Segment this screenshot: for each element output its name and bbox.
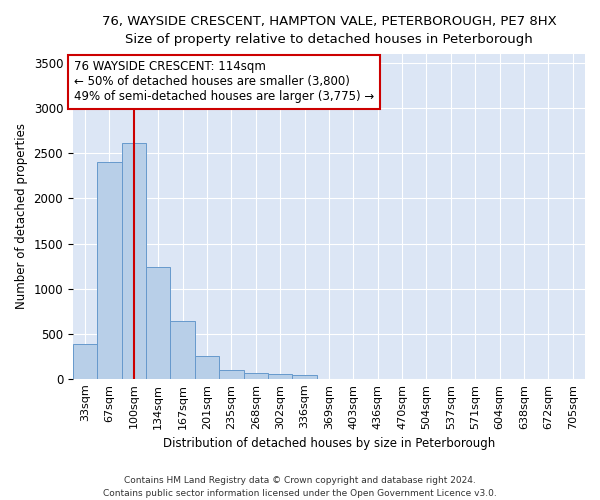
Bar: [219, 370, 244, 379]
Title: 76, WAYSIDE CRESCENT, HAMPTON VALE, PETERBOROUGH, PE7 8HX
Size of property relat: 76, WAYSIDE CRESCENT, HAMPTON VALE, PETE…: [101, 15, 556, 46]
Y-axis label: Number of detached properties: Number of detached properties: [15, 124, 28, 310]
Bar: [146, 267, 170, 379]
Bar: [97, 162, 122, 379]
Text: Contains HM Land Registry data © Crown copyright and database right 2024.
Contai: Contains HM Land Registry data © Crown c…: [103, 476, 497, 498]
Bar: [122, 144, 146, 379]
Bar: [244, 374, 268, 379]
Bar: [73, 344, 97, 379]
X-axis label: Distribution of detached houses by size in Peterborough: Distribution of detached houses by size …: [163, 437, 495, 450]
Bar: [268, 374, 292, 379]
Bar: [292, 375, 317, 379]
Text: 76 WAYSIDE CRESCENT: 114sqm
← 50% of detached houses are smaller (3,800)
49% of : 76 WAYSIDE CRESCENT: 114sqm ← 50% of det…: [74, 60, 374, 104]
Bar: [170, 321, 195, 379]
Bar: [195, 356, 219, 379]
